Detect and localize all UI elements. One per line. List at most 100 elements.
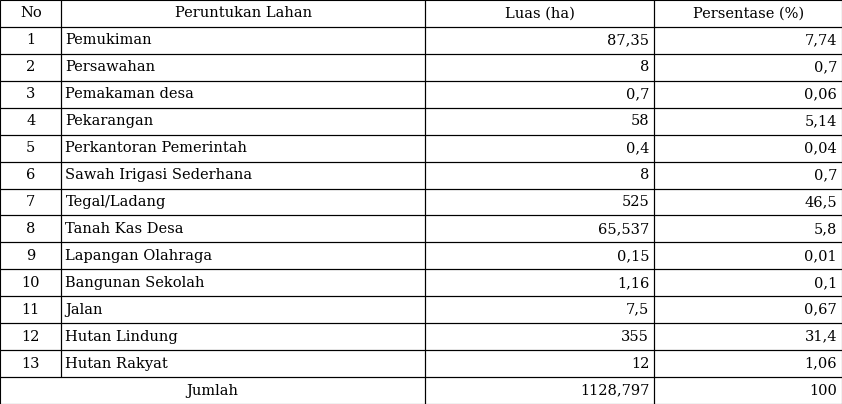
Text: 87,35: 87,35 (607, 34, 649, 47)
Bar (425, 377, 654, 404)
Bar (425, 269, 654, 296)
Bar (0, 323, 61, 350)
Text: 2: 2 (26, 60, 35, 74)
Text: 9: 9 (26, 249, 35, 263)
Bar (654, 135, 842, 162)
Text: Perkantoran Pemerintah: Perkantoran Pemerintah (66, 141, 248, 155)
Text: 7,74: 7,74 (804, 34, 837, 47)
Text: 58: 58 (631, 114, 649, 128)
Text: 0,7: 0,7 (813, 60, 837, 74)
Text: 6: 6 (26, 168, 35, 182)
Bar (654, 108, 842, 135)
Text: 46,5: 46,5 (804, 195, 837, 209)
Bar (61, 323, 425, 350)
Bar (0, 215, 61, 242)
Text: 4: 4 (26, 114, 35, 128)
Bar (61, 350, 425, 377)
Bar (425, 54, 654, 81)
Text: Lapangan Olahraga: Lapangan Olahraga (66, 249, 212, 263)
Bar (0, 162, 61, 189)
Text: Persentase (%): Persentase (%) (693, 6, 803, 21)
Bar (0, 54, 61, 81)
Bar (425, 81, 654, 108)
Text: 5,14: 5,14 (805, 114, 837, 128)
Text: 0,06: 0,06 (804, 87, 837, 101)
Bar (654, 27, 842, 54)
Text: 31,4: 31,4 (804, 330, 837, 344)
Text: 1,06: 1,06 (804, 357, 837, 370)
Text: 10: 10 (22, 276, 40, 290)
Bar (61, 162, 425, 189)
Bar (425, 27, 654, 54)
Text: Persawahan: Persawahan (66, 60, 156, 74)
Text: 1128,797: 1128,797 (580, 383, 649, 398)
Text: Hutan Lindung: Hutan Lindung (66, 330, 179, 344)
Bar (425, 323, 654, 350)
Bar (61, 269, 425, 296)
Text: 7: 7 (26, 195, 35, 209)
Bar (61, 242, 425, 269)
Bar (0, 350, 61, 377)
Bar (425, 135, 654, 162)
Text: 0,04: 0,04 (804, 141, 837, 155)
Bar (425, 215, 654, 242)
Text: 0,67: 0,67 (804, 303, 837, 317)
Text: 7,5: 7,5 (626, 303, 649, 317)
Text: 0,1: 0,1 (813, 276, 837, 290)
Bar (0, 135, 61, 162)
Bar (654, 81, 842, 108)
Text: 11: 11 (22, 303, 40, 317)
Bar (0, 189, 61, 215)
Text: 8: 8 (26, 222, 35, 236)
Text: 525: 525 (621, 195, 649, 209)
Text: 1: 1 (26, 34, 35, 47)
Bar (0, 377, 425, 404)
Text: Tanah Kas Desa: Tanah Kas Desa (66, 222, 184, 236)
Bar (654, 189, 842, 215)
Text: 0,7: 0,7 (813, 168, 837, 182)
Bar (654, 54, 842, 81)
Bar (0, 269, 61, 296)
Bar (654, 350, 842, 377)
Bar (425, 242, 654, 269)
Text: 3: 3 (26, 87, 35, 101)
Text: Pekarangan: Pekarangan (66, 114, 154, 128)
Text: 355: 355 (621, 330, 649, 344)
Bar (425, 189, 654, 215)
Bar (61, 54, 425, 81)
Bar (61, 135, 425, 162)
Text: 1,16: 1,16 (617, 276, 649, 290)
Text: 0,4: 0,4 (626, 141, 649, 155)
Bar (0, 242, 61, 269)
Text: 12: 12 (631, 357, 649, 370)
Bar (0, 108, 61, 135)
Text: Jalan: Jalan (66, 303, 103, 317)
Bar (654, 0, 842, 27)
Bar (654, 323, 842, 350)
Bar (654, 162, 842, 189)
Bar (654, 296, 842, 323)
Bar (61, 27, 425, 54)
Bar (0, 27, 61, 54)
Text: Luas (ha): Luas (ha) (505, 6, 574, 21)
Bar (61, 0, 425, 27)
Text: Pemakaman desa: Pemakaman desa (66, 87, 195, 101)
Text: 5,8: 5,8 (813, 222, 837, 236)
Text: Pemukiman: Pemukiman (66, 34, 152, 47)
Text: 65,537: 65,537 (598, 222, 649, 236)
Bar (654, 215, 842, 242)
Text: Peruntukan Lahan: Peruntukan Lahan (175, 6, 312, 21)
Bar (425, 350, 654, 377)
Bar (425, 296, 654, 323)
Bar (654, 377, 842, 404)
Bar (61, 296, 425, 323)
Bar (61, 108, 425, 135)
Text: 8: 8 (640, 168, 649, 182)
Bar (61, 189, 425, 215)
Text: 13: 13 (22, 357, 40, 370)
Text: 100: 100 (809, 383, 837, 398)
Text: 0,01: 0,01 (804, 249, 837, 263)
Bar (61, 215, 425, 242)
Bar (654, 269, 842, 296)
Bar (425, 162, 654, 189)
